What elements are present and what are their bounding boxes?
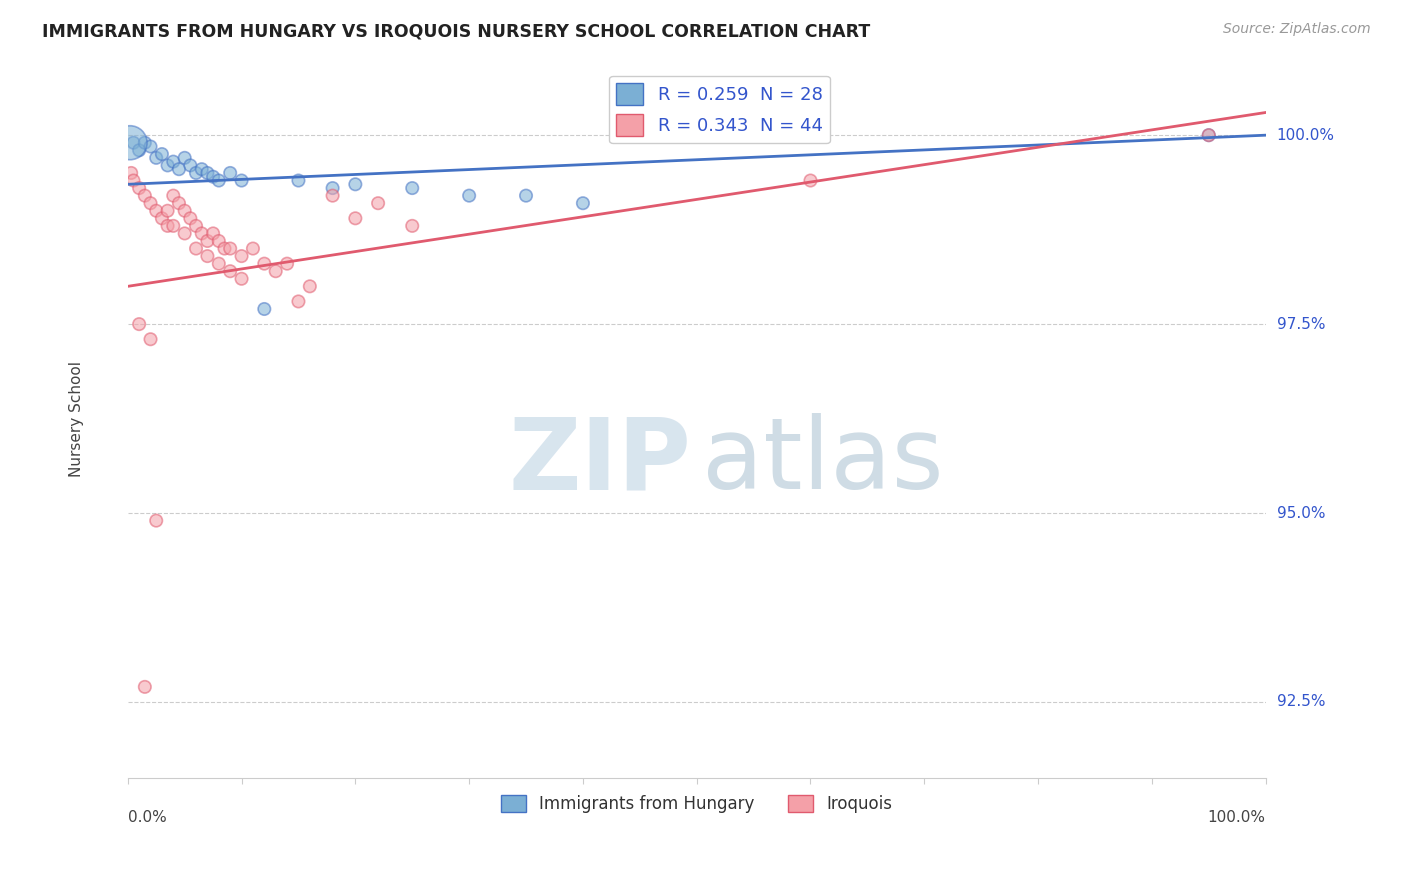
Point xyxy=(162,154,184,169)
Point xyxy=(322,181,344,195)
Point xyxy=(197,234,219,248)
Point xyxy=(156,158,179,172)
Point xyxy=(173,227,195,241)
Point xyxy=(287,173,309,187)
Text: 95.0%: 95.0% xyxy=(1277,506,1326,521)
Point xyxy=(156,219,179,233)
Point xyxy=(242,242,264,256)
Point xyxy=(122,173,145,187)
Point xyxy=(298,279,321,293)
Point xyxy=(156,203,179,218)
Point xyxy=(184,242,207,256)
Point xyxy=(231,272,253,286)
Point xyxy=(219,264,242,278)
Point xyxy=(799,173,821,187)
Point xyxy=(139,196,162,211)
Point xyxy=(184,166,207,180)
Point xyxy=(179,211,201,226)
Point xyxy=(173,151,195,165)
Point xyxy=(322,188,344,202)
Point xyxy=(167,196,190,211)
Point xyxy=(367,196,389,211)
Point xyxy=(264,264,287,278)
Text: 100.0%: 100.0% xyxy=(1208,810,1265,825)
Point xyxy=(167,162,190,177)
Point xyxy=(214,242,236,256)
Point xyxy=(344,211,367,226)
Point xyxy=(197,166,219,180)
Point xyxy=(208,173,231,187)
Point xyxy=(162,188,184,202)
Text: 0.0%: 0.0% xyxy=(128,810,166,825)
Point xyxy=(401,219,423,233)
Point xyxy=(128,317,150,331)
Point xyxy=(208,234,231,248)
Text: IMMIGRANTS FROM HUNGARY VS IROQUOIS NURSERY SCHOOL CORRELATION CHART: IMMIGRANTS FROM HUNGARY VS IROQUOIS NURS… xyxy=(42,22,870,40)
Point xyxy=(150,147,173,161)
Point xyxy=(276,257,298,271)
Point xyxy=(120,166,142,180)
Point xyxy=(401,181,423,195)
Legend: Immigrants from Hungary, Iroquois: Immigrants from Hungary, Iroquois xyxy=(495,788,898,820)
Point xyxy=(118,136,141,150)
Point xyxy=(1198,128,1220,143)
Point xyxy=(287,294,309,309)
Point xyxy=(572,196,595,211)
Point xyxy=(253,257,276,271)
Point xyxy=(231,173,253,187)
Text: Nursery School: Nursery School xyxy=(69,360,84,476)
Point xyxy=(515,188,537,202)
Point xyxy=(458,188,481,202)
Point xyxy=(128,143,150,157)
Point xyxy=(202,169,225,184)
Text: Source: ZipAtlas.com: Source: ZipAtlas.com xyxy=(1223,22,1371,37)
Text: atlas: atlas xyxy=(703,413,943,510)
Point xyxy=(184,219,207,233)
Point xyxy=(208,257,231,271)
Point xyxy=(179,158,201,172)
Point xyxy=(253,301,276,316)
Point xyxy=(202,227,225,241)
Point xyxy=(145,151,167,165)
Point xyxy=(139,139,162,153)
Point xyxy=(219,242,242,256)
Point xyxy=(190,227,212,241)
Point xyxy=(173,203,195,218)
Point xyxy=(344,178,367,192)
Point xyxy=(134,680,156,694)
Point xyxy=(1198,128,1220,143)
Point xyxy=(145,514,167,528)
Point xyxy=(122,136,145,150)
Point xyxy=(128,181,150,195)
Point xyxy=(162,219,184,233)
Text: 100.0%: 100.0% xyxy=(1277,128,1334,143)
Text: ZIP: ZIP xyxy=(508,413,690,510)
Point xyxy=(134,136,156,150)
Point xyxy=(197,249,219,263)
Point xyxy=(190,162,212,177)
Point xyxy=(231,249,253,263)
Point xyxy=(150,211,173,226)
Point xyxy=(134,188,156,202)
Point xyxy=(145,203,167,218)
Point xyxy=(139,332,162,346)
Text: 97.5%: 97.5% xyxy=(1277,317,1326,332)
Text: 92.5%: 92.5% xyxy=(1277,695,1326,709)
Point xyxy=(219,166,242,180)
